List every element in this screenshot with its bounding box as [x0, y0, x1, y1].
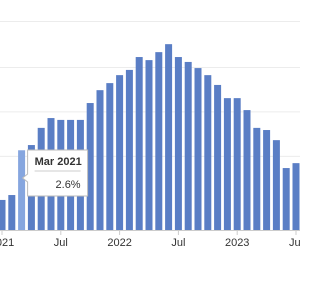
- bar: [18, 150, 26, 230]
- bar: [233, 98, 241, 230]
- bar: [253, 127, 261, 230]
- bar: [184, 61, 192, 230]
- bar: [194, 68, 202, 230]
- bar: [223, 98, 231, 230]
- tooltip-value: 2.6%: [56, 179, 81, 191]
- x-tick-label: Jul: [289, 237, 300, 249]
- bar: [145, 60, 153, 231]
- bar: [214, 84, 222, 231]
- bar: [8, 195, 16, 230]
- x-tick-label: Jul: [171, 237, 185, 249]
- bar: [243, 110, 251, 230]
- bar: [86, 103, 94, 230]
- x-tick-label: 2022: [107, 237, 131, 249]
- bar: [165, 44, 173, 230]
- tooltip-box: [21, 149, 89, 197]
- bar: [282, 168, 290, 230]
- bar: [125, 69, 133, 230]
- tooltip: Mar 2021 2.6%: [21, 149, 89, 197]
- tooltip-title: Mar 2021: [35, 156, 82, 168]
- bar: [0, 199, 6, 230]
- bar: [135, 57, 143, 230]
- bar: [155, 52, 163, 231]
- bar: [263, 130, 271, 230]
- bar: [272, 140, 280, 230]
- bar: [292, 163, 300, 230]
- bar: [106, 83, 114, 231]
- x-tick-label: 2021: [0, 237, 14, 249]
- x-tick-label: Jul: [54, 237, 68, 249]
- chart: 2021 Jul 2022 Jul 2023 Jul Mar 2021 2.6%: [0, 20, 303, 249]
- bar: [204, 75, 212, 230]
- bar: [116, 75, 124, 230]
- x-tick-label: 2023: [225, 237, 249, 249]
- bar: [174, 57, 182, 230]
- bar: [96, 90, 104, 230]
